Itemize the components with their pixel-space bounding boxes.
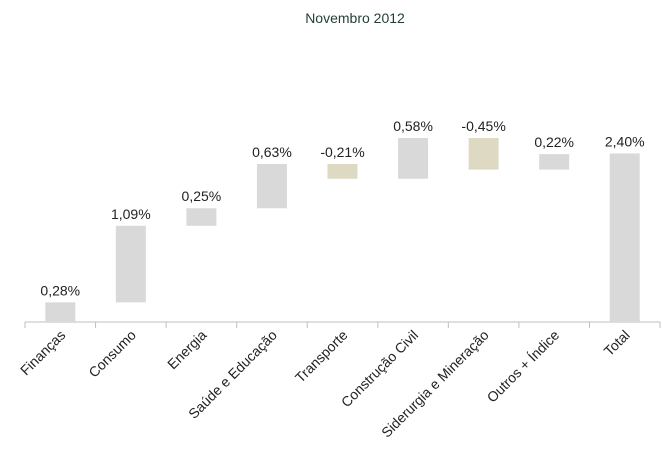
chart-subtitle: Novembro 2012 [305, 10, 405, 26]
bar [468, 138, 499, 170]
bar [539, 154, 570, 170]
bar [256, 163, 287, 209]
bar [45, 302, 76, 322]
bar [609, 153, 640, 322]
bar [398, 138, 429, 179]
bar [186, 208, 217, 226]
value-label: -0,21% [320, 144, 364, 160]
value-label: 0,25% [182, 188, 222, 204]
x-tick-label: Outros + Índice [484, 327, 563, 406]
value-label: 0,22% [534, 134, 574, 150]
x-tick-label: Total [601, 327, 633, 359]
value-label: 2,40% [605, 133, 645, 149]
x-tick-label: Consumo [85, 327, 139, 381]
value-label: 0,63% [252, 144, 292, 160]
value-label: 0,58% [393, 118, 433, 134]
value-label: 0,28% [40, 282, 80, 298]
bar [115, 225, 146, 303]
x-tick-label: Finanças [17, 327, 68, 378]
x-tick-label: Energia [164, 327, 210, 373]
x-tick-label: Transporte [292, 327, 351, 386]
bar [327, 163, 358, 179]
value-label: -0,45% [461, 118, 505, 134]
value-label: 1,09% [111, 206, 151, 222]
